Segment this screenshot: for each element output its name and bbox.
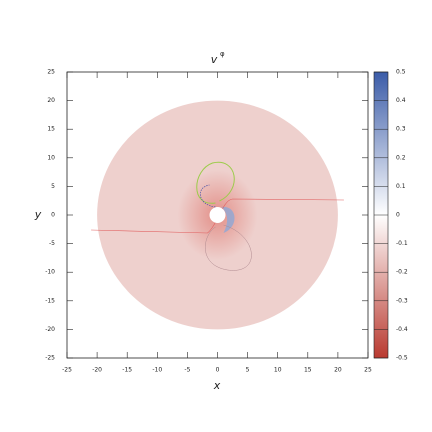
colorbar-tick-label: -0.1 bbox=[396, 240, 408, 247]
colorbar-tick-label: 0 bbox=[396, 212, 400, 219]
x-tick-label: 15 bbox=[304, 367, 312, 374]
x-tick-label: -5 bbox=[184, 367, 190, 374]
colorbar-tick-label: 0.1 bbox=[396, 183, 406, 190]
colorbar-tick-label: 0.4 bbox=[396, 97, 406, 104]
y-tick-label: -20 bbox=[45, 326, 55, 333]
x-tick-label: -25 bbox=[62, 367, 72, 374]
colorbar-tick-label: -0.2 bbox=[396, 269, 408, 276]
y-tick-label: -10 bbox=[45, 269, 55, 276]
colorbar-tick-label: -0.4 bbox=[396, 326, 408, 333]
x-tick-label: -10 bbox=[152, 367, 162, 374]
x-tick-label: 20 bbox=[334, 367, 342, 374]
colorbar-tick-label: 0.2 bbox=[396, 154, 406, 161]
y-tick-label: 0 bbox=[51, 212, 55, 219]
positive-lobe bbox=[221, 206, 235, 233]
y-tick-label: -5 bbox=[49, 240, 55, 247]
x-tick-label: 10 bbox=[274, 367, 282, 374]
y-tick-label: 10 bbox=[47, 154, 55, 161]
x-tick-label: -20 bbox=[92, 367, 102, 374]
contour bbox=[196, 161, 235, 204]
y-label: y bbox=[34, 208, 42, 221]
y-tick-label: 5 bbox=[51, 183, 55, 190]
inner-hole bbox=[209, 207, 226, 223]
y-tick-label: 25 bbox=[47, 69, 55, 76]
x-tick-label: 25 bbox=[364, 367, 372, 374]
colorbar-tick-label: 0.5 bbox=[396, 69, 406, 76]
y-tick-label: -25 bbox=[45, 355, 55, 362]
x-tick-label: 5 bbox=[246, 367, 250, 374]
title: v bbox=[211, 53, 218, 66]
y-tick-label: 15 bbox=[47, 126, 55, 133]
contour bbox=[200, 184, 216, 208]
colorbar-tick-label: -0.3 bbox=[396, 297, 408, 304]
x-tick-label: -15 bbox=[122, 367, 132, 374]
y-tick-label: -15 bbox=[45, 297, 55, 304]
contour bbox=[205, 224, 252, 271]
x-label: x bbox=[213, 379, 221, 392]
title-superscript: φ bbox=[220, 50, 225, 58]
colorbar-tick-label: 0.3 bbox=[396, 126, 406, 133]
y-tick-label: 20 bbox=[47, 97, 55, 104]
colorbar-tick-label: -0.5 bbox=[396, 355, 408, 362]
x-tick-label: 0 bbox=[216, 367, 220, 374]
